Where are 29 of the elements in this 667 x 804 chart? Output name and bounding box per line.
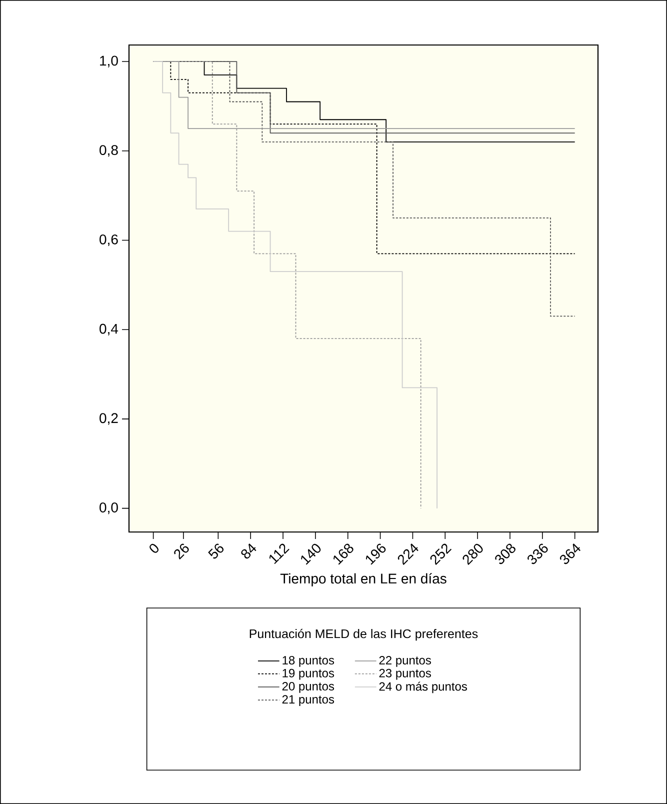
x-tick-label: 26 <box>174 544 189 560</box>
x-tick-label: 308 <box>495 544 516 564</box>
y-tick-label: 1,0 <box>100 56 118 68</box>
x-tick-label: 168 <box>334 544 354 565</box>
legend-label: 18 puntos <box>282 656 334 667</box>
legend-label: 21 puntos <box>282 695 334 706</box>
y-tick-label: 0,4 <box>100 324 118 336</box>
x-tick-label: 196 <box>366 544 386 565</box>
x-tick-label: 112 <box>269 544 290 564</box>
y-tick-label: 0,8 <box>100 145 118 157</box>
y-tick-label: 0,2 <box>100 413 118 425</box>
legend-title: Puntuación MELD de las IHC preferentes <box>250 628 478 641</box>
y-tick-label: 0,0 <box>100 502 118 514</box>
x-tick-label: 364 <box>560 543 580 564</box>
legend-label: 19 puntos <box>282 668 334 680</box>
x-tick-label: 0 <box>150 544 158 553</box>
x-tick-label: 336 <box>528 544 548 564</box>
x-tick-label: 56 <box>208 544 224 559</box>
x-axis-title: Tiempo total en LE en días <box>280 573 446 586</box>
x-tick-label: 140 <box>301 544 321 565</box>
x-tick-label: 84 <box>241 543 256 559</box>
legend-label: 24 o más puntos <box>379 682 467 694</box>
y-tick-label: 0,6 <box>100 234 118 246</box>
x-tick-label: 224 <box>398 543 418 566</box>
legend-label: 22 puntos <box>379 656 431 667</box>
legend-label: 23 puntos <box>379 668 431 680</box>
x-tick-label: 252 <box>430 544 452 566</box>
legend-label: 20 puntos <box>282 682 334 693</box>
x-tick-label: 280 <box>462 544 483 566</box>
